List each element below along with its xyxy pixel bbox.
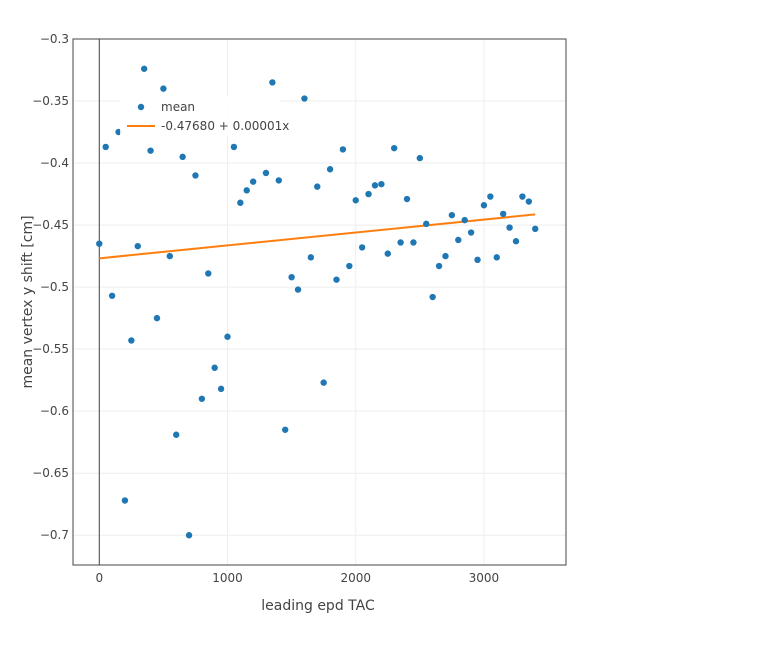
y-axis-title: mean vertex y shift [cm]	[20, 215, 36, 388]
data-point	[525, 198, 533, 205]
data-point	[96, 240, 103, 247]
data-point	[185, 532, 193, 539]
data-point	[108, 292, 116, 299]
data-point	[480, 202, 488, 209]
data-point	[153, 314, 161, 322]
data-point	[506, 224, 513, 231]
data-point	[416, 154, 424, 162]
y-tick-labels: −0.3 −0.35 −0.4 −0.45 −0.5 −0.55 −0.6 −0.65 −0.7	[32, 32, 69, 542]
data-point	[403, 195, 411, 203]
data-point	[519, 193, 526, 200]
data-point	[288, 273, 295, 281]
data-point	[121, 497, 129, 504]
data-point	[467, 229, 475, 236]
y-tick-label: −0.4	[40, 156, 69, 170]
data-point	[455, 236, 462, 244]
data-point	[166, 252, 174, 260]
data-point	[160, 85, 167, 92]
legend-label-fit: -0.47680 + 0.00001x	[161, 119, 289, 133]
data-point	[352, 197, 359, 204]
y-tick-label: −0.7	[40, 528, 69, 542]
data-point	[282, 426, 289, 433]
x-tick-label: 0	[95, 571, 103, 585]
fit-line	[99, 213, 536, 260]
data-point	[346, 262, 353, 270]
data-point	[390, 144, 398, 152]
data-point	[294, 286, 302, 293]
data-point	[301, 95, 308, 102]
data-point	[384, 250, 391, 257]
y-tick-label: −0.5	[40, 280, 69, 294]
data-point	[275, 177, 282, 184]
data-point	[134, 242, 141, 250]
data-point	[307, 254, 315, 261]
data-point	[230, 143, 238, 151]
data-point	[326, 166, 334, 173]
data-point	[371, 182, 379, 189]
y-tick-label: −0.45	[32, 218, 69, 232]
data-point	[435, 262, 443, 270]
data-point	[365, 190, 372, 198]
data-point	[237, 199, 244, 206]
data-point	[128, 337, 135, 344]
data-point	[211, 364, 218, 371]
data-point	[487, 193, 494, 200]
data-point	[442, 252, 449, 260]
data-point	[423, 220, 430, 228]
data-point	[532, 225, 539, 233]
data-point	[217, 385, 225, 393]
data-point	[102, 143, 109, 151]
data-point	[173, 431, 180, 438]
data-point	[198, 395, 206, 402]
data-point	[378, 180, 385, 188]
legend-marker-mean	[137, 103, 145, 111]
x-tick-label: 2000	[340, 571, 371, 585]
data-point	[147, 147, 154, 154]
legend[interactable]: mean -0.47680 + 0.00001x	[120, 96, 289, 136]
plot-frame	[72, 38, 567, 566]
legend-label-mean: mean	[161, 100, 195, 114]
y-tick-label: −0.6	[40, 404, 69, 418]
data-point	[358, 244, 366, 251]
data-point	[429, 293, 436, 301]
x-axis-title: leading epd TAC	[261, 598, 375, 614]
data-point	[493, 254, 500, 261]
y-tick-label: −0.35	[32, 94, 69, 108]
data-point	[262, 169, 270, 177]
data-point	[140, 65, 148, 72]
data-point	[269, 79, 276, 86]
data-point	[320, 379, 327, 386]
data-point	[512, 238, 520, 245]
data-point	[179, 153, 186, 161]
x-tick-label: 1000	[212, 571, 243, 585]
legend-background	[120, 96, 280, 136]
data-point	[224, 333, 231, 340]
data-point	[461, 216, 468, 224]
data-point	[205, 270, 212, 277]
data-point	[448, 211, 456, 219]
data-point	[192, 172, 199, 179]
data-point	[249, 178, 257, 185]
y-tick-label: −0.55	[32, 342, 69, 356]
scatter-points	[96, 65, 539, 539]
data-point	[474, 256, 481, 264]
data-point	[499, 210, 507, 218]
x-tick-labels: 0 1000 2000 3000	[95, 571, 499, 585]
data-point	[410, 239, 417, 246]
x-tick-label: 3000	[469, 571, 500, 585]
data-point	[314, 183, 321, 190]
data-point	[339, 146, 347, 153]
data-point	[333, 276, 340, 283]
fit-line-series	[99, 213, 536, 260]
y-tick-label: −0.3	[40, 32, 69, 46]
data-point	[397, 239, 404, 246]
data-point	[243, 187, 250, 194]
y-tick-label: −0.65	[32, 466, 69, 480]
